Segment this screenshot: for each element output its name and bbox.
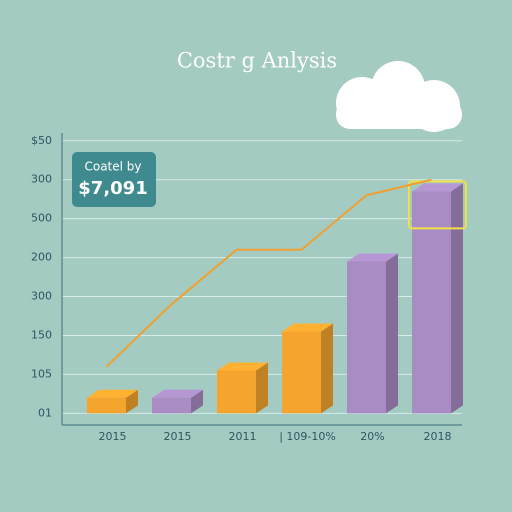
bar-top <box>87 389 138 398</box>
x-tick-label: 2015 <box>164 430 192 443</box>
bar <box>87 397 126 414</box>
bar-side <box>126 389 138 414</box>
bar <box>412 191 451 414</box>
bar-side <box>386 253 398 414</box>
bar <box>282 331 321 414</box>
cloud <box>336 61 462 132</box>
y-tick-label: 300 <box>31 290 52 303</box>
chart-title: Costr g Anlysis <box>177 49 337 73</box>
y-tick-label: 01 <box>38 406 52 419</box>
y-tick-label: 300 <box>31 173 52 186</box>
x-tick-label: | 109-10% <box>279 430 336 443</box>
x-tick-label: 2018 <box>424 430 452 443</box>
bar-side <box>191 389 203 414</box>
x-tick-label: 2015 <box>99 430 127 443</box>
y-tick-label: 500 <box>31 212 52 225</box>
bar-side <box>256 362 268 414</box>
bar-side <box>451 183 463 414</box>
bar-top <box>412 183 463 192</box>
annotation-title: Coatel by <box>84 160 141 174</box>
bar <box>152 397 191 414</box>
annotation-value: $7,091 <box>78 178 147 199</box>
bar-top <box>152 389 203 398</box>
y-tick-label: 200 <box>31 251 52 264</box>
y-tick-label: $50 <box>31 134 52 147</box>
bar <box>347 261 386 414</box>
bar-top <box>347 253 398 262</box>
bar-top <box>282 323 333 332</box>
x-tick-label: 20% <box>360 430 384 443</box>
y-tick-label: 105 <box>31 367 52 380</box>
line <box>105 178 432 368</box>
highlight <box>408 180 467 230</box>
y-tick-label: 150 <box>31 328 52 341</box>
bar-top <box>217 362 268 371</box>
x-tick-label: 2011 <box>229 430 257 443</box>
annotation: Coatel by $7,091 <box>72 152 156 207</box>
bar-side <box>321 323 333 414</box>
bar <box>217 370 256 414</box>
